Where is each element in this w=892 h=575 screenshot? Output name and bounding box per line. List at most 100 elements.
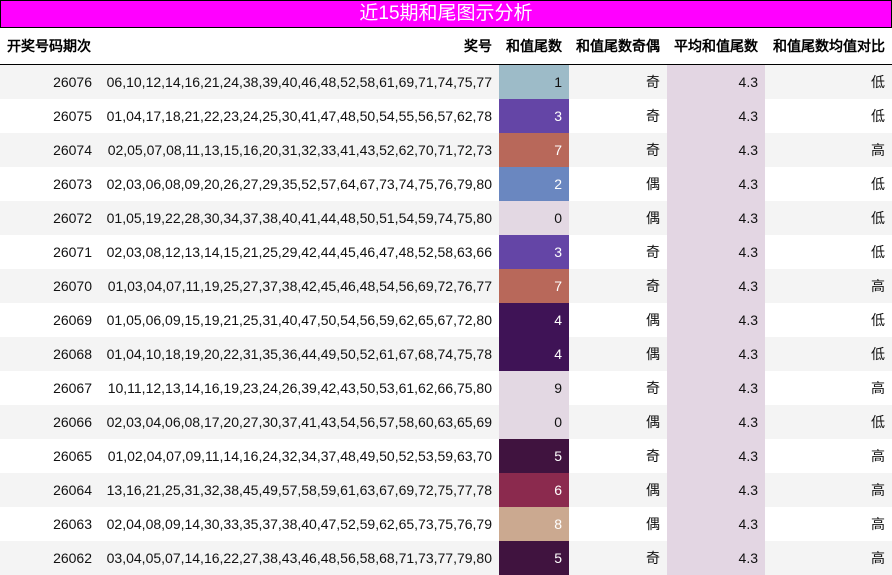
- tail-cell: 0: [499, 201, 569, 235]
- avg-cell: 4.3: [667, 473, 765, 507]
- avg-cell: 4.3: [667, 99, 765, 133]
- header-numbers: 奖号: [99, 28, 499, 65]
- table-row: 26064 13,16,21,25,31,32,38,45,49,57,58,59…: [0, 473, 892, 507]
- parity-cell: 奇: [646, 448, 660, 464]
- numbers-cell: 02,03,06,08,09,20,26,27,29,35,52,57,64,6…: [106, 176, 492, 192]
- period-cell: 26069: [53, 312, 92, 328]
- header-row: 开奖号码期次 奖号 和值尾数 和值尾数奇偶 平均和值尾数 和值尾数均值对比: [0, 28, 892, 65]
- compare-cell: 高: [765, 133, 892, 167]
- parity-cell: 偶: [569, 201, 667, 235]
- numbers-cell: 02,03,08,12,13,14,15,21,25,29,42,44,45,4…: [106, 244, 492, 260]
- period-cell: 26063: [53, 516, 92, 532]
- tail-cell: 9: [499, 371, 569, 405]
- parity-cell: 奇: [646, 244, 660, 260]
- table-row: 26068 01,04,10,18,19,20,22,31,35,36,44,49…: [0, 337, 892, 371]
- avg-cell: 4.3: [667, 64, 765, 99]
- avg-cell: 4.3: [667, 167, 765, 201]
- header-avg: 平均和值尾数: [667, 28, 765, 65]
- avg-cell: 4.3: [667, 201, 765, 235]
- header-period: 开奖号码期次: [0, 28, 99, 65]
- avg-cell: 4.3: [667, 439, 765, 473]
- parity-cell: 偶: [646, 516, 660, 532]
- parity-cell: 奇: [569, 541, 667, 575]
- numbers-cell: 01,05,06,09,15,19,21,25,31,40,47,50,54,5…: [106, 312, 492, 328]
- numbers-cell: 01,05,19,22,28,30,34,37,38,40,41,44,48,5…: [99, 201, 499, 235]
- compare-cell: 高: [871, 380, 885, 396]
- tail-analysis-table: 开奖号码期次 奖号 和值尾数 和值尾数奇偶 平均和值尾数 和值尾数均值对比 26…: [0, 28, 892, 575]
- header-tail: 和值尾数: [499, 28, 569, 65]
- period-cell: 26067: [53, 380, 92, 396]
- period-cell: 26076: [0, 64, 99, 99]
- parity-cell: 偶: [569, 405, 667, 439]
- period-cell: 26068: [0, 337, 99, 371]
- tail-cell: 7: [499, 133, 569, 167]
- table-row: 26063 02,04,08,09,14,30,33,35,37,38,40,47…: [0, 507, 892, 541]
- compare-cell: 低: [765, 201, 892, 235]
- compare-cell: 高: [765, 541, 892, 575]
- numbers-cell: 02,03,04,06,08,17,20,27,30,37,41,43,54,5…: [99, 405, 499, 439]
- tail-cell: 6: [499, 473, 569, 507]
- tail-cell: 2: [499, 167, 569, 201]
- avg-cell: 4.3: [667, 303, 765, 337]
- period-cell: 26064: [0, 473, 99, 507]
- table-row: 26071 02,03,08,12,13,14,15,21,25,29,42,44…: [0, 235, 892, 269]
- compare-cell: 高: [765, 269, 892, 303]
- avg-cell: 4.3: [667, 269, 765, 303]
- tail-cell: 5: [499, 541, 569, 575]
- parity-cell: 偶: [646, 312, 660, 328]
- tail-cell: 4: [499, 337, 569, 371]
- avg-cell: 4.3: [667, 235, 765, 269]
- table-row: 26070 01,03,04,07,11,19,25,27,37,38,42,45…: [0, 269, 892, 303]
- period-cell: 26066: [0, 405, 99, 439]
- compare-cell: 低: [871, 244, 885, 260]
- tail-cell: 8: [499, 507, 569, 541]
- avg-cell: 4.3: [667, 133, 765, 167]
- numbers-cell: 06,10,12,14,16,21,24,38,39,40,46,48,52,5…: [99, 64, 499, 99]
- compare-cell: 低: [871, 176, 885, 192]
- avg-cell: 4.3: [667, 371, 765, 405]
- tail-cell: 0: [499, 405, 569, 439]
- table-row: 26075 01,04,17,18,21,22,23,24,25,30,41,47…: [0, 99, 892, 133]
- table-row: 26069 01,05,06,09,15,19,21,25,31,40,47,50…: [0, 303, 892, 337]
- tail-cell: 4: [499, 303, 569, 337]
- parity-cell: 奇: [646, 108, 660, 124]
- page-title: 近15期和尾图示分析: [0, 0, 892, 28]
- table-row: 26072 01,05,19,22,28,30,34,37,38,40,41,44…: [0, 201, 892, 235]
- compare-cell: 高: [871, 516, 885, 532]
- compare-cell: 低: [765, 405, 892, 439]
- table-row: 26065 01,02,04,07,09,11,14,16,24,32,34,37…: [0, 439, 892, 473]
- period-cell: 26074: [0, 133, 99, 167]
- numbers-cell: 13,16,21,25,31,32,38,45,49,57,58,59,61,6…: [99, 473, 499, 507]
- numbers-cell: 03,04,05,07,14,16,22,27,38,43,46,48,56,5…: [99, 541, 499, 575]
- numbers-cell: 02,05,07,08,11,13,15,16,20,31,32,33,41,4…: [99, 133, 499, 167]
- parity-cell: 奇: [646, 380, 660, 396]
- tail-cell: 7: [499, 269, 569, 303]
- numbers-cell: 10,11,12,13,14,16,19,23,24,26,39,42,43,5…: [107, 380, 492, 396]
- compare-cell: 高: [871, 448, 885, 464]
- numbers-cell: 01,04,10,18,19,20,22,31,35,36,44,49,50,5…: [99, 337, 499, 371]
- period-cell: 26072: [0, 201, 99, 235]
- parity-cell: 奇: [569, 64, 667, 99]
- numbers-cell: 01,02,04,07,09,11,14,16,24,32,34,37,48,4…: [107, 448, 492, 464]
- avg-cell: 4.3: [667, 507, 765, 541]
- table-row: 26073 02,03,06,08,09,20,26,27,29,35,52,57…: [0, 167, 892, 201]
- numbers-cell: 02,04,08,09,14,30,33,35,37,38,40,47,52,5…: [106, 516, 492, 532]
- parity-cell: 偶: [569, 337, 667, 371]
- tail-cell: 1: [499, 64, 569, 99]
- period-cell: 26065: [53, 448, 92, 464]
- period-cell: 26075: [53, 108, 92, 124]
- avg-cell: 4.3: [667, 541, 765, 575]
- tail-cell: 3: [499, 235, 569, 269]
- period-cell: 26073: [53, 176, 92, 192]
- period-cell: 26062: [0, 541, 99, 575]
- compare-cell: 低: [871, 108, 885, 124]
- parity-cell: 偶: [646, 176, 660, 192]
- table-row: 26076 06,10,12,14,16,21,24,38,39,40,46,48…: [0, 64, 892, 99]
- compare-cell: 低: [765, 337, 892, 371]
- compare-cell: 低: [871, 312, 885, 328]
- period-cell: 26070: [0, 269, 99, 303]
- avg-cell: 4.3: [667, 337, 765, 371]
- parity-cell: 奇: [569, 133, 667, 167]
- parity-cell: 偶: [569, 473, 667, 507]
- compare-cell: 高: [765, 473, 892, 507]
